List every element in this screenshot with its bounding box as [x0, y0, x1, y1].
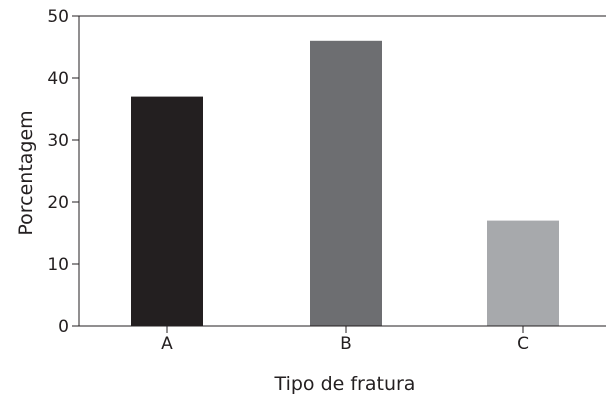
- x-axis-title: Tipo de fratura: [274, 373, 416, 395]
- x-tick-label-b: B: [340, 334, 352, 354]
- y-axis-title: Porcentagem: [15, 110, 37, 235]
- y-tick-label: 30: [47, 131, 69, 151]
- y-tick-label: 10: [47, 255, 69, 275]
- y-tick-label: 20: [47, 193, 69, 213]
- bars-layer: [131, 40, 559, 327]
- y-tick-label: 50: [47, 7, 69, 27]
- x-tick-label-a: A: [161, 334, 173, 354]
- y-axis-ticks: 0 10 20 30 40 50: [47, 7, 79, 337]
- x-tick-label-c: C: [517, 334, 529, 354]
- bar-b: [310, 40, 382, 327]
- x-axis-ticks: A B C: [161, 326, 529, 354]
- y-tick-label: 0: [58, 317, 69, 337]
- bar-c: [487, 220, 559, 326]
- bar-a: [131, 96, 203, 326]
- y-tick-label: 40: [47, 69, 69, 89]
